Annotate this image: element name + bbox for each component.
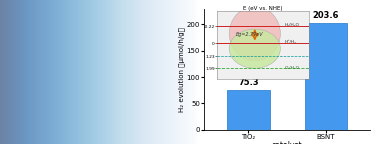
Text: 75.3: 75.3 [238,78,259,87]
Bar [228,90,270,130]
Y-axis label: H₂ evolution （μmol/h/g）: H₂ evolution （μmol/h/g） [178,27,185,112]
Bar [305,22,347,130]
Text: 203.6: 203.6 [313,11,339,20]
X-axis label: catalyst: catalyst [272,141,303,144]
